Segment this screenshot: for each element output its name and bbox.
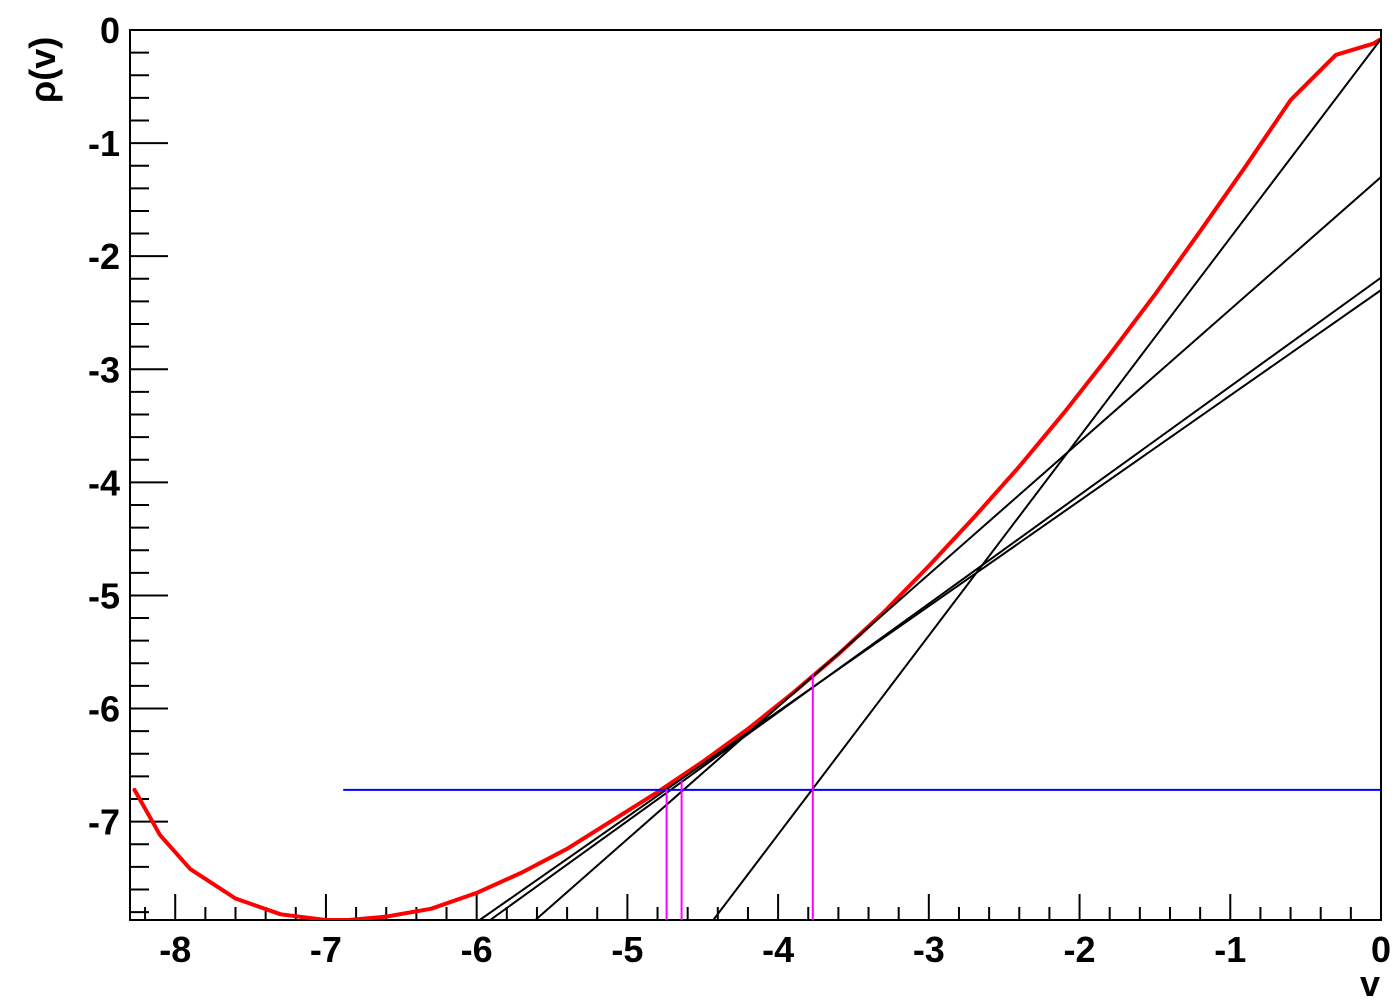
tangent-line-4 xyxy=(712,38,1381,920)
y-tick-label: -7 xyxy=(88,802,120,843)
plot-frame xyxy=(129,29,1382,921)
x-tick-label: 0 xyxy=(1371,929,1391,970)
tangent-line-3 xyxy=(534,176,1381,920)
x-tick-label: -3 xyxy=(913,929,945,970)
curve-line-0 xyxy=(132,37,1381,920)
y-axis-label: ρ(v) xyxy=(22,37,63,103)
x-tick-label: -5 xyxy=(611,929,643,970)
y-tick-label: -4 xyxy=(88,462,120,503)
x-tick-label: -6 xyxy=(461,929,493,970)
x-tick-label: -7 xyxy=(310,929,342,970)
series-layer xyxy=(132,37,1381,920)
tangent-line-1 xyxy=(478,289,1381,920)
y-tick-label: -5 xyxy=(88,575,120,616)
x-tick-label: -4 xyxy=(762,929,794,970)
axis-ticks xyxy=(130,29,1382,920)
x-tick-label: -8 xyxy=(159,929,191,970)
y-tick-label: -6 xyxy=(88,689,120,730)
y-tick-label: -2 xyxy=(88,236,120,277)
y-tick-label: 0 xyxy=(100,10,120,51)
x-tick-label: -1 xyxy=(1214,929,1246,970)
x-tick-label: -2 xyxy=(1064,929,1096,970)
tick-labels: -8 -7 -6 -5 -4 -3 -2 -1 0 0 -1 -2 -3 -4 -5 -6 -7 xyxy=(88,10,1391,970)
x-axis-label: v xyxy=(1360,963,1380,1002)
y-tick-label: -3 xyxy=(88,349,120,390)
tangent-line-2 xyxy=(489,276,1381,920)
y-tick-label: -1 xyxy=(88,123,120,164)
